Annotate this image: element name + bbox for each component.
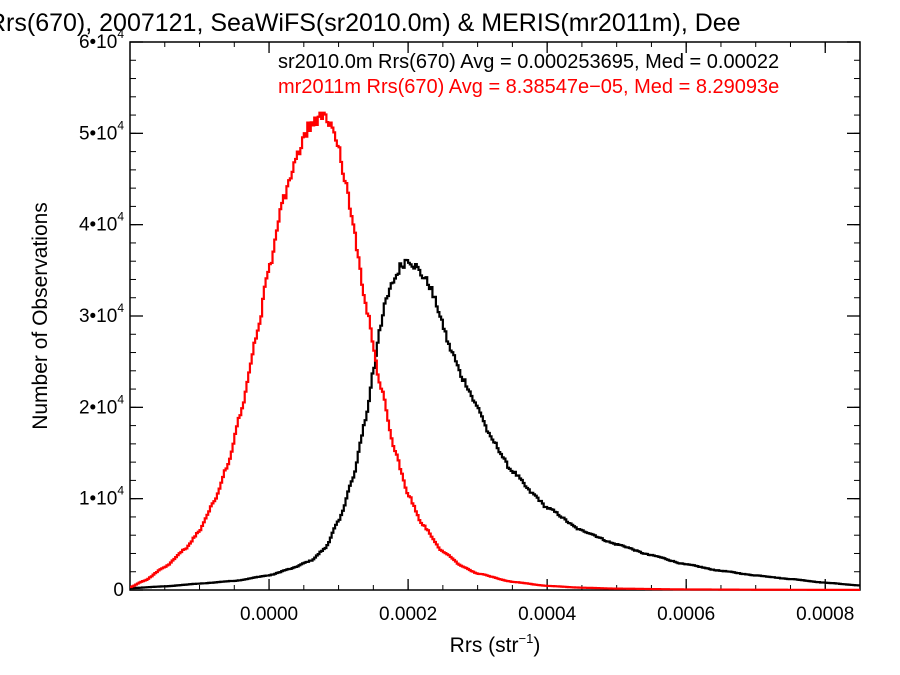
- x-tick-label: 0.0008: [796, 604, 854, 625]
- legend-entry: mr2011m Rrs(670) Avg = 8.38547e−05, Med …: [278, 76, 779, 98]
- y-tick-label: 3•104: [79, 301, 124, 327]
- y-axis-label: Number of Observations: [29, 202, 52, 430]
- y-tick-label: 1•104: [79, 484, 124, 510]
- series-line-sr2010.0m: [130, 258, 860, 590]
- y-tick-label-exponent: 4: [117, 484, 124, 498]
- y-tick-label: 5•104: [79, 118, 124, 144]
- y-tick-label: 0: [113, 580, 124, 601]
- series-layer: [130, 111, 860, 592]
- legend: sr2010.0m Rrs(670) Avg = 0.000253695, Me…: [278, 51, 779, 98]
- x-tick-label: 0.0002: [379, 604, 437, 625]
- y-tick-label-base: 5•10: [79, 123, 117, 144]
- y-tick-label-base: 0: [113, 580, 124, 601]
- y-tick-label-base: 3•10: [79, 306, 117, 327]
- plot-frame: [129, 41, 861, 591]
- y-tick-label-exponent: 4: [117, 27, 124, 41]
- y-tick-label-exponent: 4: [117, 392, 124, 406]
- y-tick-label-exponent: 4: [117, 118, 124, 132]
- x-axis-label: Rrs (str−1): [450, 631, 541, 657]
- y-tick-label: 2•104: [79, 392, 124, 418]
- x-tick-label: 0.0006: [657, 604, 715, 625]
- plot-border: [129, 41, 861, 591]
- y-tick-label-base: 4•10: [79, 215, 117, 236]
- series-line-mr2011m: [130, 111, 860, 592]
- x-axis-label-base: Rrs (str: [450, 634, 519, 657]
- x-axis-label-superscript: −1: [519, 631, 534, 646]
- axis-ticks: 0.0000 0.0002 0.0004 0.0006 0.000801•1042•10…: [79, 27, 861, 625]
- legend-entry: sr2010.0m Rrs(670) Avg = 0.000253695, Me…: [278, 51, 779, 73]
- y-tick-label-base: 6•10: [79, 32, 117, 53]
- y-tick-label-exponent: 4: [117, 210, 124, 224]
- chart-title: Rrs(670), 2007121, SeaWiFS(sr2010.0m) & …: [0, 9, 741, 37]
- y-tick-label-base: 1•10: [79, 489, 117, 510]
- x-tick-label: 0.0000: [240, 604, 298, 625]
- x-tick-label: 0.0004: [518, 604, 577, 625]
- y-tick-label-base: 2•10: [79, 397, 117, 418]
- x-axis-label-close: ): [533, 634, 540, 657]
- y-tick-label-exponent: 4: [117, 301, 124, 315]
- y-tick-label: 4•104: [79, 210, 124, 236]
- y-tick-label: 6•104: [79, 27, 124, 53]
